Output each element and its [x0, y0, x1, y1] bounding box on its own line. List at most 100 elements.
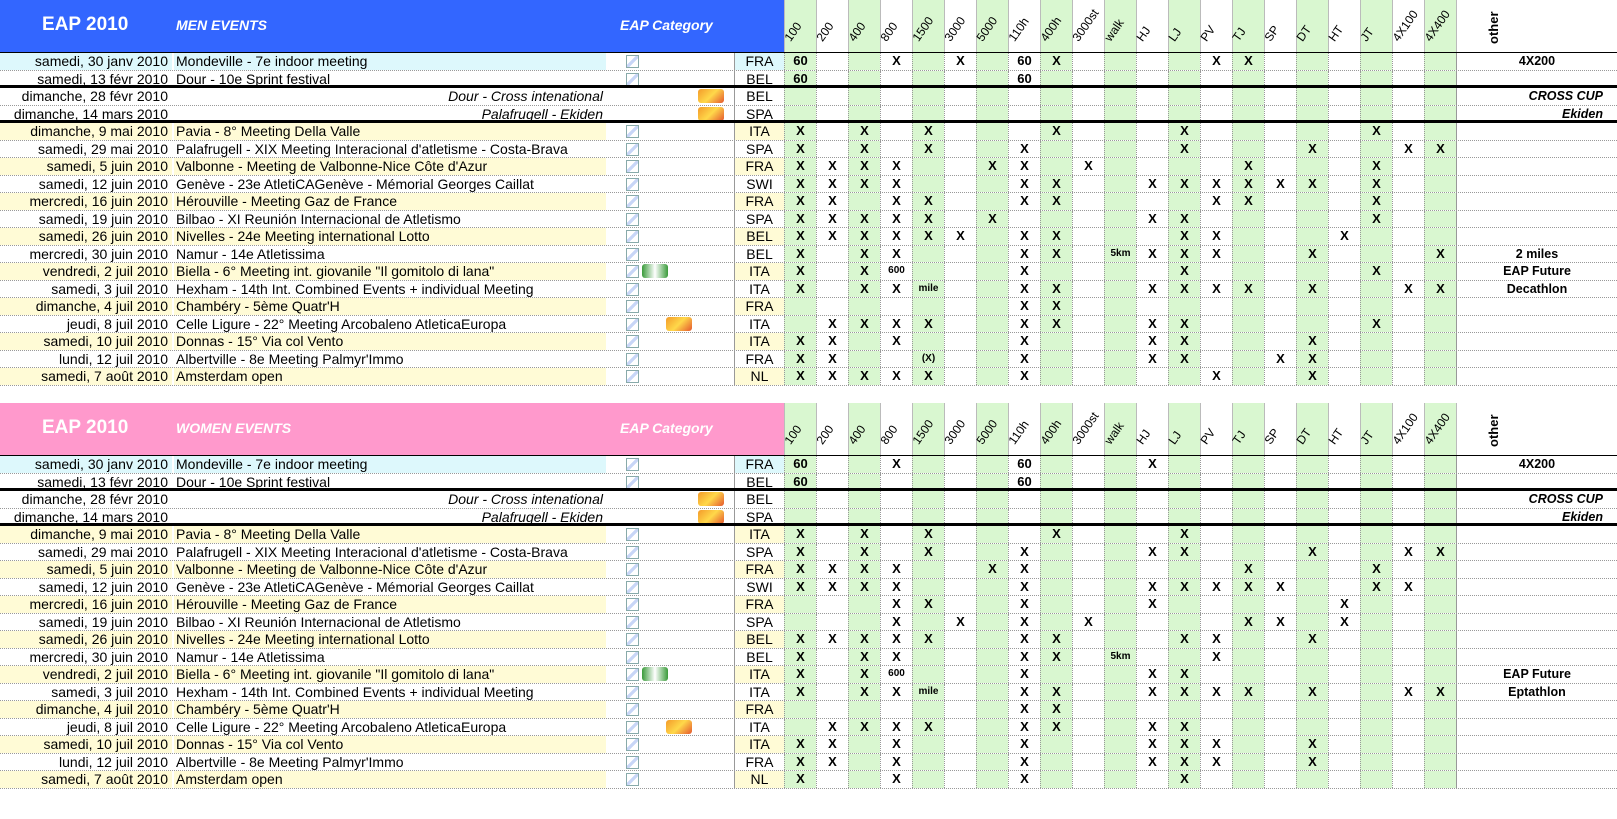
event-cell-5000 — [976, 315, 1008, 332]
event-cell-pv: X — [1200, 193, 1232, 210]
event-cell-110h — [1008, 508, 1040, 523]
category-cell — [608, 561, 734, 578]
event-date: samedi, 3 juil 2010 — [0, 683, 172, 700]
table-row[interactable]: vendredi, 2 juil 2010 Biella - 6° Meeting… — [0, 666, 1617, 684]
table-row[interactable]: samedi, 29 mai 2010 Palafrugell - XIX Mee… — [0, 543, 1617, 561]
men-header: EAP 2010 MEN EVENTS EAP Category 100 200 400 8… — [0, 0, 1617, 52]
table-row[interactable]: samedi, 10 juil 2010 Donnas - 15° Via col… — [0, 333, 1617, 351]
event-cell-4x400: X — [1424, 245, 1456, 262]
event-cell-3000st — [1072, 666, 1104, 683]
event-label: PV — [1197, 22, 1219, 44]
event-date: samedi, 13 févr 2010 — [0, 473, 172, 488]
table-row[interactable]: vendredi, 2 juil 2010 Biella - 6° Meeting… — [0, 263, 1617, 281]
table-row[interactable]: samedi, 13 févr 2010 Dour - 10e Sprint fe… — [0, 70, 1617, 88]
event-cell-tj: X — [1232, 683, 1264, 700]
event-cell-400: X — [848, 561, 880, 578]
other-cell: EAP Future — [1456, 666, 1617, 683]
event-label: 200 — [813, 19, 837, 44]
event-cell-dt — [1296, 613, 1328, 630]
table-row[interactable]: samedi, 30 janv 2010 Mondeville - 7e indo… — [0, 53, 1617, 71]
table-row[interactable]: samedi, 7 août 2010 Amsterdam open NL X X X X — [0, 771, 1617, 789]
category-cell — [608, 684, 734, 701]
event-cell-1500 — [912, 158, 944, 175]
event-cell-pv: X — [1200, 736, 1232, 753]
event-cell-jt — [1360, 771, 1392, 788]
table-row[interactable]: mercredi, 30 juin 2010 Namur - 14e Atleti… — [0, 648, 1617, 666]
table-row[interactable]: samedi, 10 juil 2010 Donnas - 15° Via col… — [0, 736, 1617, 754]
event-label: PV — [1197, 425, 1219, 447]
event-cell-walk — [1104, 368, 1136, 385]
women-rows: samedi, 30 janv 2010 Mondeville - 7e indo… — [0, 455, 1617, 789]
event-cell-ht — [1328, 280, 1360, 297]
event-cell-1500: X — [912, 368, 944, 385]
category-cell — [608, 106, 734, 120]
table-row[interactable]: samedi, 3 juil 2010 Hexham - 14th Int. Co… — [0, 683, 1617, 701]
event-cell-3000 — [944, 561, 976, 578]
event-cell-5000 — [976, 736, 1008, 753]
table-row[interactable]: samedi, 26 juin 2010 Nivelles - 24e Meeti… — [0, 631, 1617, 649]
event-cell-dt: X — [1296, 543, 1328, 560]
event-cell-lj: X — [1168, 175, 1200, 192]
event-cell-3000st — [1072, 718, 1104, 735]
event-cell-lj: X — [1168, 140, 1200, 157]
table-row[interactable]: lundi, 12 juil 2010 Albertville - 8e Meet… — [0, 350, 1617, 368]
event-cell-400h: X — [1040, 683, 1072, 700]
event-cell-tj — [1232, 88, 1264, 105]
table-row[interactable]: dimanche, 4 juil 2010 Chambéry - 5ème Qua… — [0, 701, 1617, 719]
table-row[interactable]: dimanche, 9 mai 2010 Pavia - 8° Meeting D… — [0, 123, 1617, 141]
country-code: ITA — [734, 683, 784, 700]
table-row[interactable]: dimanche, 4 juil 2010 Chambéry - 5ème Qua… — [0, 298, 1617, 316]
event-cell-400h: X — [1040, 53, 1072, 70]
event-cell-hj — [1136, 105, 1168, 120]
event-cell-pv — [1200, 298, 1232, 315]
event-header-4x100: 4X100 — [1390, 0, 1425, 52]
table-row[interactable]: samedi, 19 juin 2010 Bilbao - XI Reunión … — [0, 613, 1617, 631]
event-cell-dt: X — [1296, 631, 1328, 648]
other-cell — [1456, 298, 1617, 315]
table-row[interactable]: dimanche, 14 mars 2010 Palafrugell - Ekid… — [0, 508, 1617, 526]
table-row[interactable]: mercredi, 30 juin 2010 Namur - 14e Atleti… — [0, 245, 1617, 263]
event-cell-4x400 — [1424, 771, 1456, 788]
event-cell-4x100 — [1392, 368, 1424, 385]
country-code: NL — [734, 368, 784, 385]
table-row[interactable]: samedi, 7 août 2010 Amsterdam open NL X X X X X… — [0, 368, 1617, 386]
table-row[interactable]: dimanche, 28 févr 2010 Dour - Cross inten… — [0, 491, 1617, 509]
event-cell-ht — [1328, 333, 1360, 350]
table-row[interactable]: dimanche, 28 févr 2010 Dour - Cross inten… — [0, 88, 1617, 106]
table-row[interactable]: samedi, 12 juin 2010 Genève - 23e AtletiC… — [0, 578, 1617, 596]
table-row[interactable]: mercredi, 16 juin 2010 Hérouville - Meeti… — [0, 193, 1617, 211]
category-cell — [608, 123, 734, 140]
meeting-logo-icon — [698, 89, 724, 103]
table-row[interactable]: dimanche, 14 mars 2010 Palafrugell - Ekid… — [0, 105, 1617, 123]
event-cell-ht — [1328, 526, 1360, 543]
event-cell-800: X — [880, 771, 912, 788]
event-cell-5000 — [976, 718, 1008, 735]
table-row[interactable]: mercredi, 16 juin 2010 Hérouville - Meeti… — [0, 596, 1617, 614]
table-row[interactable]: lundi, 12 juil 2010 Albertville - 8e Meet… — [0, 753, 1617, 771]
table-row[interactable]: samedi, 3 juil 2010 Hexham - 14th Int. Co… — [0, 280, 1617, 298]
event-cell-1500 — [912, 175, 944, 192]
event-cell-sp — [1264, 561, 1296, 578]
event-date: vendredi, 2 juil 2010 — [0, 263, 172, 280]
table-row[interactable]: samedi, 5 juin 2010 Valbonne - Meeting de… — [0, 561, 1617, 579]
event-cell-3000st — [1072, 491, 1104, 508]
table-row[interactable]: samedi, 30 janv 2010 Mondeville - 7e indo… — [0, 456, 1617, 474]
event-cell-lj: X — [1168, 753, 1200, 770]
other-cell: CROSS CUP — [1456, 88, 1617, 105]
table-row[interactable]: dimanche, 9 mai 2010 Pavia - 8° Meeting D… — [0, 526, 1617, 544]
table-row[interactable]: samedi, 13 févr 2010 Dour - 10e Sprint fe… — [0, 473, 1617, 491]
category-cell — [608, 666, 734, 683]
table-row[interactable]: samedi, 29 mai 2010 Palafrugell - XIX Mee… — [0, 140, 1617, 158]
event-cell-110h: X — [1008, 596, 1040, 613]
table-row[interactable]: samedi, 26 juin 2010 Nivelles - 24e Meeti… — [0, 228, 1617, 246]
event-cell-lj: X — [1168, 333, 1200, 350]
table-row[interactable]: jeudi, 8 juil 2010 Celle Ligure - 22° Mee… — [0, 718, 1617, 736]
table-row[interactable]: samedi, 12 juin 2010 Genève - 23e AtletiC… — [0, 175, 1617, 193]
event-cell-sp — [1264, 368, 1296, 385]
table-row[interactable]: samedi, 5 juin 2010 Valbonne - Meeting de… — [0, 158, 1617, 176]
event-cell-sp — [1264, 333, 1296, 350]
table-row[interactable]: samedi, 19 juin 2010 Bilbao - XI Reunión … — [0, 210, 1617, 228]
table-row[interactable]: jeudi, 8 juil 2010 Celle Ligure - 22° Mee… — [0, 315, 1617, 333]
category-header: EAP Category — [620, 17, 713, 33]
event-cell-4x400 — [1424, 648, 1456, 665]
